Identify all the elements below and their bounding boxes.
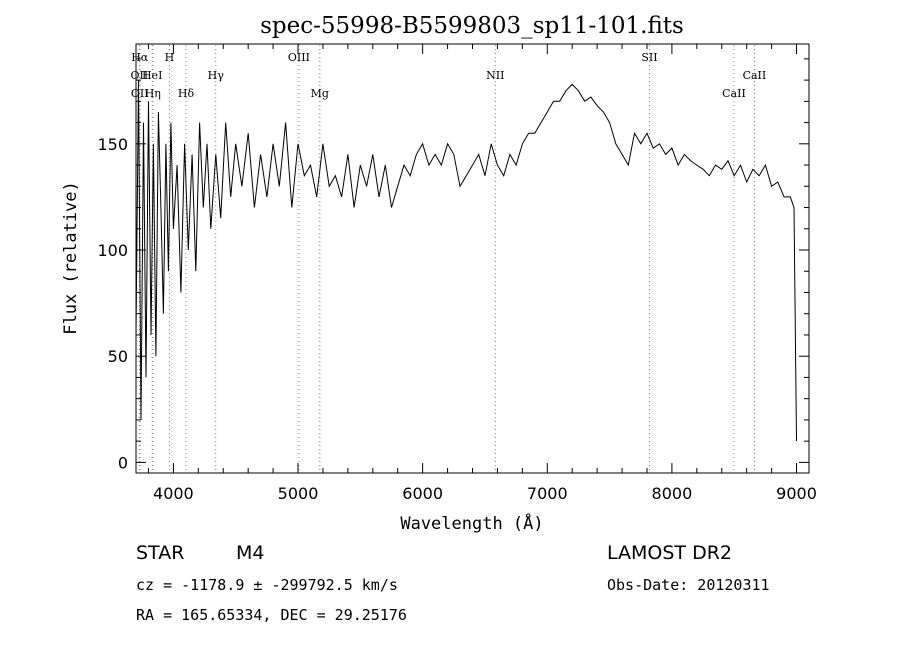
survey-name: LAMOST DR2 (607, 542, 732, 564)
reference-line-label: OII (131, 69, 149, 82)
reference-lines (138, 45, 755, 472)
y-tick-label: 0 (118, 453, 128, 472)
reference-line-label: OIII (288, 51, 310, 64)
reference-line-label: Hγ (208, 69, 225, 82)
y-axis-ticks: 0 50 100 150 (97, 58, 809, 472)
x-axis-label: Wavelength (Å) (400, 512, 543, 534)
reference-line-label: HeI (142, 69, 162, 82)
reference-line-label: Mg (311, 87, 329, 100)
object-subclass: M4 (236, 542, 264, 564)
x-tick-label: 5000 (278, 484, 319, 503)
x-tick-label: 8000 (652, 484, 693, 503)
object-class: STAR (136, 542, 184, 564)
x-tick-label: 4000 (153, 484, 194, 503)
reference-line-label: Hδ (178, 87, 195, 100)
reference-line-label: H (165, 51, 175, 64)
spectrum-series-line (135, 80, 797, 442)
chart-title: spec-55998-B5599803_sp11-101.fits (260, 13, 684, 39)
plot-frame (135, 43, 810, 474)
x-tick-label: 6000 (402, 484, 443, 503)
reference-line-label: CaII (722, 87, 746, 100)
x-tick-label: 7000 (527, 484, 568, 503)
reference-line-label: CaII (743, 69, 767, 82)
reference-line-label: Hη (145, 87, 161, 100)
x-axis-ticks: 4000 5000 6000 7000 8000 9000 (147, 44, 817, 503)
y-tick-label: 150 (97, 135, 128, 154)
y-tick-label: 100 (97, 241, 128, 260)
coordinates-info: RA = 165.65334, DEC = 29.25176 (136, 606, 407, 624)
y-axis-label: Flux (relative) (61, 181, 81, 335)
observation-date: Obs-Date: 20120311 (607, 576, 770, 594)
reference-line-label: NII (486, 69, 504, 82)
x-tick-label: 9000 (776, 484, 817, 503)
reference-line-label: SII (641, 51, 657, 64)
y-tick-label: 50 (108, 347, 128, 366)
redshift-info: cz = -1178.9 ± -299792.5 km/s (136, 576, 398, 594)
reference-line-label: Hα (131, 51, 149, 64)
reference-line-label: OII (131, 87, 149, 100)
